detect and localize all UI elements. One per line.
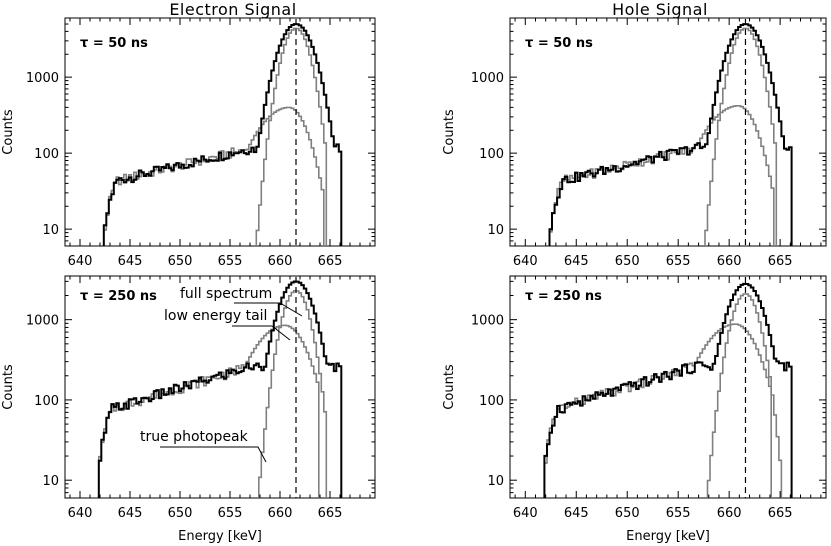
- column-title-hole: Hole Signal: [612, 0, 708, 19]
- x-tick-label: 665: [768, 506, 793, 521]
- series-low-energy-tail: [548, 105, 775, 246]
- x-tick-label: 645: [118, 506, 143, 521]
- x-tick-label: 640: [68, 254, 93, 269]
- y-tick-label: 10: [487, 474, 504, 489]
- ticks-layer: 640 645 650 655 660 665 10 100 1000: [26, 276, 375, 521]
- ticks-layer: 640 645 650 655 660 665 10 100 1000: [471, 276, 826, 521]
- x-tick-label: 650: [615, 506, 640, 521]
- tau-label: τ = 250 ns: [80, 289, 157, 304]
- x-tick-label: 660: [717, 254, 742, 269]
- curves-layer: [102, 19, 343, 246]
- y-tick-label: 100: [479, 394, 504, 409]
- y-tick-label: 10: [42, 223, 59, 238]
- y-tick-label: 1000: [26, 314, 59, 329]
- series-true-photopeak: [704, 27, 778, 246]
- y-tick-label: 100: [34, 147, 59, 162]
- plot-frame: [509, 17, 827, 247]
- x-tick-label: 650: [615, 254, 640, 269]
- series-full-spectrum: [97, 280, 343, 498]
- y-axis-label: Counts: [1, 364, 16, 410]
- x-tick-label: 640: [513, 254, 538, 269]
- leader-low-energy-tail: [232, 325, 291, 341]
- x-tick-label: 660: [717, 506, 742, 521]
- label-full-spectrum: full spectrum: [180, 286, 272, 302]
- label-low-energy-tail: low energy tail: [164, 308, 267, 324]
- y-tick-label: 10: [42, 474, 59, 489]
- y-tick-label: 10: [487, 223, 504, 238]
- column-title-electron: Electron Signal: [169, 0, 296, 19]
- x-tick-label: 655: [666, 506, 691, 521]
- curves-layer: [548, 19, 793, 246]
- x-tick-label: 665: [318, 506, 343, 521]
- y-tick-label: 1000: [26, 71, 59, 86]
- tau-label: τ = 50 ns: [525, 36, 593, 51]
- x-axis-label: Energy [keV]: [626, 529, 710, 544]
- series-full-spectrum: [543, 282, 793, 498]
- y-axis-label: Counts: [442, 364, 457, 410]
- x-tick-label: 650: [168, 506, 193, 521]
- series-full-spectrum: [548, 23, 793, 246]
- ticks-layer: 640 645 650 655 660 665 10 100 1000: [26, 17, 375, 269]
- label-true-photopeak: true photopeak: [140, 429, 249, 445]
- leader-full-spectrum: [234, 302, 303, 317]
- x-axis-label: Energy [keV]: [178, 529, 262, 544]
- x-tick-label: 660: [268, 506, 293, 521]
- x-tick-label: 665: [318, 254, 343, 269]
- leader-true-photopeak: [160, 446, 267, 463]
- y-tick-label: 100: [479, 147, 504, 162]
- y-axis-label: Counts: [442, 109, 457, 155]
- y-tick-label: 1000: [471, 314, 504, 329]
- series-low-energy-tail: [103, 106, 325, 246]
- series-true-photopeak: [258, 290, 328, 498]
- x-tick-label: 645: [564, 254, 589, 269]
- curves-layer: [97, 277, 343, 498]
- x-tick-label: 655: [218, 506, 243, 521]
- x-tick-label: 660: [268, 254, 293, 269]
- panel-hole-250ns: 640 645 650 655 660 665 10 100 1000 τ = 250 ns C…: [442, 275, 827, 544]
- ticks-layer: 640 645 650 655 660 665 10 100 1000: [471, 17, 826, 269]
- y-tick-label: 100: [34, 394, 59, 409]
- x-tick-label: 665: [768, 254, 793, 269]
- x-tick-label: 640: [68, 506, 93, 521]
- series-low-energy-tail: [98, 324, 320, 498]
- x-tick-label: 640: [513, 506, 538, 521]
- panel-hole-50ns: 640 645 650 655 660 665 10 100 1000 τ = 50 ns Co…: [442, 17, 827, 269]
- x-tick-label: 645: [564, 506, 589, 521]
- panel-electron-50ns: 640 645 650 655 660 665 10 100 1000 τ = 50 ns Co…: [1, 17, 376, 269]
- x-tick-label: 655: [218, 254, 243, 269]
- x-tick-label: 655: [666, 254, 691, 269]
- series-true-photopeak: [255, 27, 328, 246]
- tau-label: τ = 250 ns: [525, 289, 602, 304]
- x-tick-label: 645: [118, 254, 143, 269]
- series-low-energy-tail: [543, 323, 772, 498]
- y-tick-label: 1000: [471, 71, 504, 86]
- curves-layer: [543, 277, 793, 498]
- tau-label: τ = 50 ns: [80, 36, 148, 51]
- series-full-spectrum: [102, 23, 343, 246]
- y-axis-label: Counts: [1, 109, 16, 155]
- plot-frame: [509, 275, 827, 499]
- x-tick-label: 650: [168, 254, 193, 269]
- panel-electron-250ns: 640 645 650 655 660 665 10 100 1000 τ = 250 ns C…: [1, 275, 376, 544]
- plot-frame: [64, 17, 376, 247]
